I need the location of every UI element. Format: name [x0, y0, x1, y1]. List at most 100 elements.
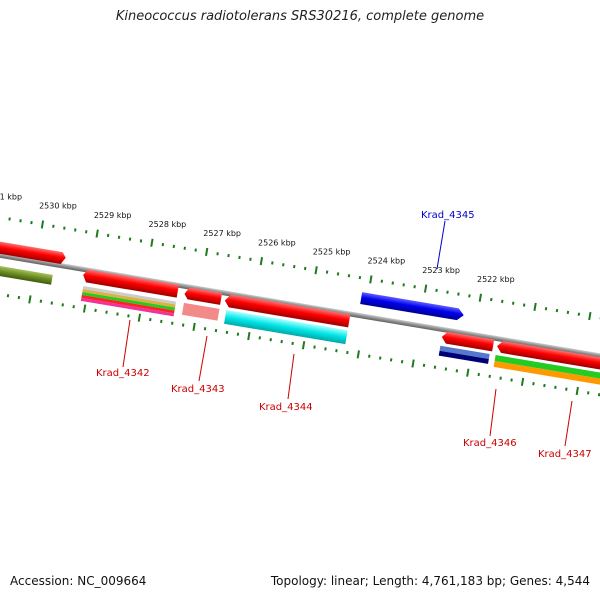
scale-label: 2522 kbp — [477, 275, 515, 284]
minor-tick — [181, 323, 185, 327]
minor-tick — [61, 303, 64, 307]
major-tick — [259, 256, 264, 266]
minor-tick — [127, 314, 130, 318]
minor-tick — [510, 378, 513, 382]
major-tick — [192, 322, 196, 332]
gene-krad-4347[interactable] — [496, 340, 600, 377]
minor-tick — [501, 299, 504, 304]
major-tick — [95, 229, 99, 238]
gene-krad-4346[interactable] — [441, 331, 495, 352]
minor-tick — [74, 228, 77, 232]
minor-tick — [39, 299, 43, 303]
minor-tick — [566, 310, 570, 315]
gene-label-krad-4346[interactable]: Krad_4346 — [463, 438, 517, 449]
scale-label: 2531 kbp — [0, 193, 22, 202]
minor-tick — [413, 285, 416, 289]
minor-tick — [336, 272, 340, 276]
minor-tick — [84, 230, 88, 234]
minor-tick — [455, 369, 459, 373]
minor-tick — [555, 308, 559, 313]
gene-krad-4344[interactable] — [224, 294, 351, 328]
minor-tick — [8, 217, 11, 221]
minor-tick — [216, 252, 219, 256]
minor-tick — [50, 301, 54, 305]
minor-tick — [214, 328, 218, 333]
minor-tick — [488, 374, 491, 379]
accession-text: Accession: NC_009664 — [10, 574, 147, 588]
minor-tick — [391, 281, 394, 285]
minor-tick — [6, 294, 10, 298]
minor-tick — [325, 270, 329, 274]
gene-label-krad-4343[interactable]: Krad_4343 — [171, 384, 225, 395]
minor-tick — [347, 274, 351, 278]
minor-tick — [544, 307, 548, 311]
minor-tick — [291, 341, 294, 346]
minor-tick — [128, 237, 132, 241]
major-tick — [301, 341, 306, 350]
minor-tick — [183, 246, 186, 250]
minor-tick — [282, 263, 285, 267]
minor-tick — [52, 224, 55, 228]
major-tick — [466, 368, 470, 377]
minor-tick — [477, 372, 480, 377]
major-tick — [205, 247, 209, 257]
minor-tick — [313, 345, 316, 349]
gene-krad-4342-domains — [80, 286, 177, 317]
gene-krad-4342[interactable] — [82, 269, 179, 298]
gene-label-krad-4344[interactable]: Krad_4344 — [259, 402, 313, 413]
minor-tick — [227, 253, 230, 258]
genome-backbone — [0, 240, 600, 371]
minor-tick — [358, 275, 362, 280]
scale-label: 2523 kbp — [422, 266, 460, 275]
gene-krad-4344-domain — [224, 309, 348, 345]
minor-tick — [63, 226, 66, 230]
gene-left-edge[interactable] — [0, 239, 67, 265]
scale-labels: 2531 kbp 2530 kbp 2529 kbp 2528 kbp 2527 kbp… — [0, 193, 515, 284]
minor-tick — [565, 387, 568, 391]
genome-summary-text: Topology: linear; Length: 4,761,183 bp; … — [270, 574, 590, 588]
major-tick — [40, 220, 45, 229]
minor-tick — [543, 383, 546, 388]
gene-krad-4345[interactable] — [360, 292, 465, 321]
minor-tick — [435, 288, 438, 293]
gene-label-krad-4345[interactable]: Krad_4345 — [421, 210, 475, 221]
minor-tick — [236, 332, 240, 336]
minor-tick — [116, 312, 119, 316]
major-tick — [356, 350, 360, 359]
major-tick — [575, 386, 579, 396]
minor-tick — [490, 297, 493, 302]
gene-left-edge-domain — [0, 262, 53, 285]
minor-tick — [203, 327, 207, 331]
major-tick — [150, 238, 154, 247]
minor-tick — [19, 219, 22, 223]
major-tick — [82, 304, 87, 313]
minor-tick — [346, 350, 349, 355]
gene-label-krad-4342[interactable]: Krad_4342 — [96, 368, 150, 379]
major-tick — [533, 302, 537, 312]
minor-tick — [444, 367, 448, 371]
minor-tick — [422, 363, 426, 368]
scale-label: 2527 kbp — [203, 229, 241, 238]
scale-label: 2529 kbp — [94, 211, 132, 220]
gene-krad-4343[interactable] — [184, 287, 223, 305]
minor-tick — [105, 310, 108, 314]
minor-tick — [271, 261, 274, 265]
genome-title: Kineococcus radiotolerans SRS30216, comp… — [115, 9, 485, 24]
minor-tick — [149, 317, 152, 322]
minor-tick — [17, 295, 21, 300]
gene-krad-4347-domains — [493, 355, 600, 392]
minor-tick — [586, 391, 590, 395]
minor-tick — [72, 305, 75, 309]
major-tick — [314, 266, 318, 275]
minor-tick — [511, 301, 515, 305]
minor-tick — [249, 257, 252, 261]
gene-label-krad-4347[interactable]: Krad_4347 — [538, 449, 592, 460]
minor-tick — [160, 319, 163, 324]
scale-label: 2524 kbp — [368, 257, 406, 266]
minor-tick — [554, 385, 557, 389]
minor-tick — [117, 235, 121, 239]
minor-tick — [225, 330, 229, 335]
major-tick — [520, 377, 525, 386]
minor-tick — [139, 239, 143, 243]
